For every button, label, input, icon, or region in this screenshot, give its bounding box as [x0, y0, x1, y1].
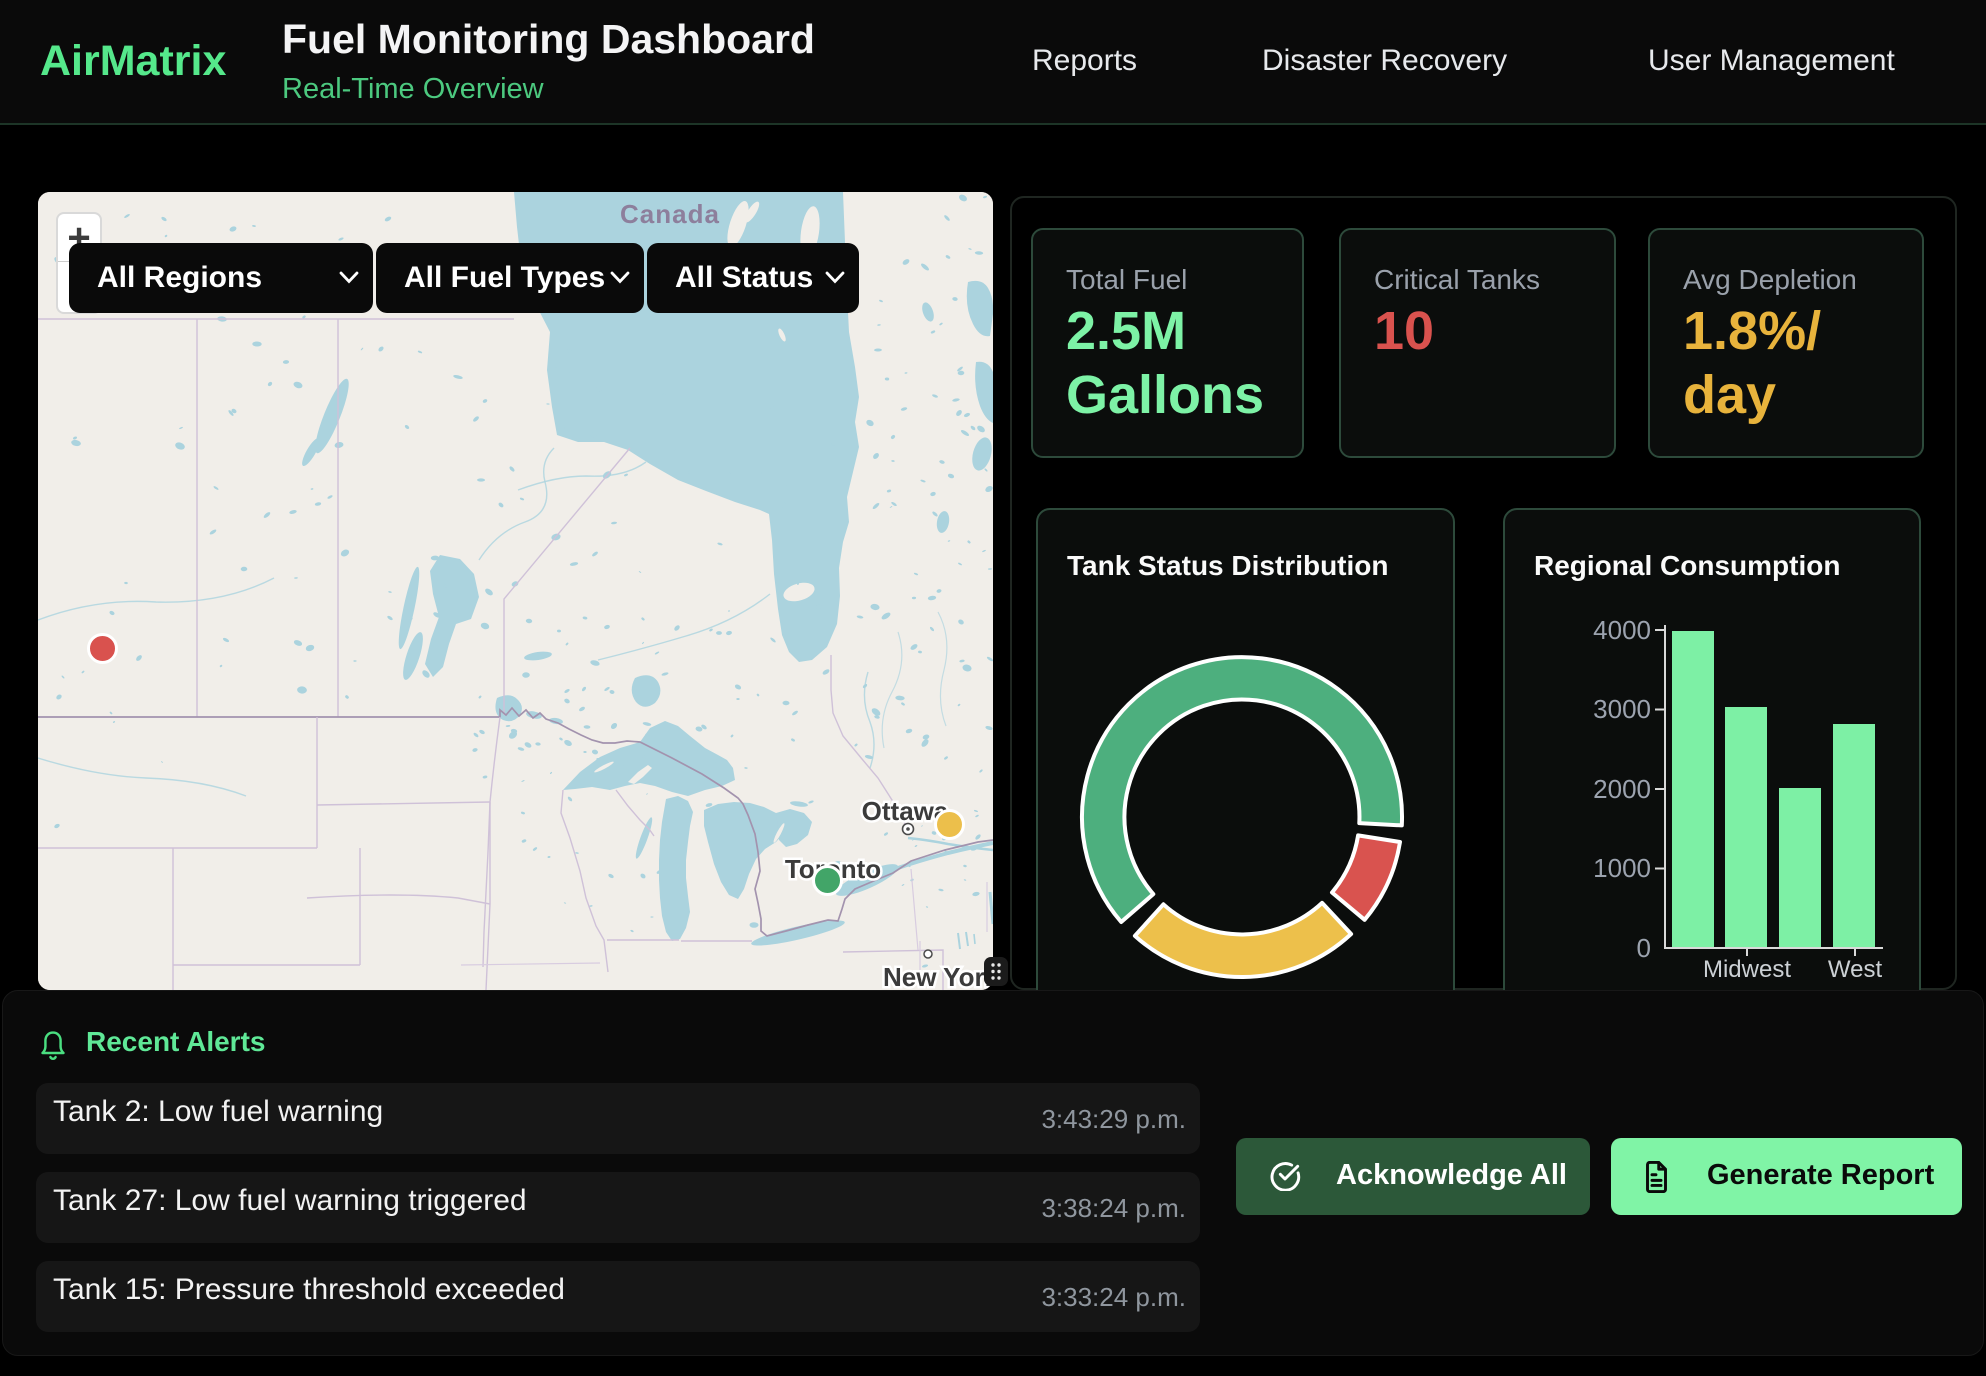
- svg-text:Ottawa: Ottawa: [862, 796, 949, 826]
- svg-text:Canada: Canada: [620, 199, 720, 229]
- svg-text:Midwest: Midwest: [1703, 956, 1791, 983]
- svg-text:1000: 1000: [1593, 853, 1651, 883]
- svg-text:West: West: [1828, 956, 1883, 983]
- svg-text:New York: New York: [883, 962, 993, 990]
- svg-text:4000: 4000: [1593, 615, 1651, 645]
- svg-text:3000: 3000: [1593, 694, 1651, 724]
- svg-text:2000: 2000: [1593, 774, 1651, 804]
- svg-text:0: 0: [1637, 933, 1651, 963]
